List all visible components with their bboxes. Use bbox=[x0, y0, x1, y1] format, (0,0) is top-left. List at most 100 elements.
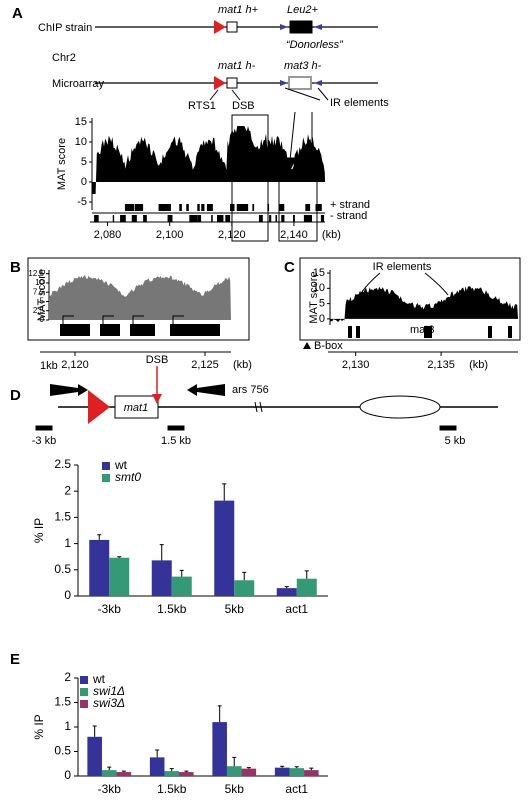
strand-feature bbox=[307, 215, 312, 222]
x-unit: (kb) bbox=[233, 359, 252, 371]
ir-label: IR elements bbox=[373, 261, 432, 273]
x-tick-label: 5kb bbox=[225, 602, 245, 616]
strand-feature bbox=[130, 204, 134, 211]
bar bbox=[296, 578, 317, 596]
gene-block bbox=[356, 326, 360, 338]
legend-swatch bbox=[102, 462, 110, 470]
strand-feature bbox=[164, 204, 170, 211]
x-unit: (kb) bbox=[469, 359, 488, 371]
error-bar bbox=[97, 534, 102, 540]
scale-bar-label: 1kb bbox=[40, 360, 58, 372]
y-tick-label: 0.5 bbox=[54, 744, 71, 758]
y-tick-label: 5 bbox=[81, 156, 87, 168]
strand-feature bbox=[139, 204, 144, 211]
y-tick-label: 1.5 bbox=[54, 510, 71, 524]
error-bar bbox=[217, 705, 222, 723]
strand-feature bbox=[143, 215, 147, 222]
strand-feature bbox=[132, 204, 135, 211]
strand-feature bbox=[278, 204, 283, 211]
y-tick-label: 0 bbox=[64, 588, 71, 602]
gene-block bbox=[348, 326, 352, 338]
strand-feature bbox=[267, 204, 270, 211]
panel-c-frame bbox=[299, 257, 521, 341]
strand-feature bbox=[230, 204, 235, 211]
x-tick-label: 2,120 bbox=[61, 359, 89, 371]
error-bar bbox=[309, 767, 314, 771]
bar bbox=[87, 736, 102, 776]
x-tick-label: 2,125 bbox=[191, 359, 219, 371]
strand-feature bbox=[124, 204, 127, 211]
gene-arrow bbox=[132, 315, 144, 324]
ir-pointer bbox=[359, 272, 381, 296]
strand-feature bbox=[220, 215, 223, 222]
strand-feature bbox=[236, 204, 243, 211]
x-tick-label: 2,080 bbox=[94, 229, 122, 241]
legend-label: swi3Δ bbox=[93, 696, 125, 710]
strand-feature bbox=[303, 215, 310, 222]
gene-block bbox=[508, 326, 512, 338]
panel-label: B bbox=[10, 259, 21, 276]
x-tick-label: 2,130 bbox=[342, 359, 370, 371]
y-tick-label: 2 bbox=[64, 670, 71, 684]
x-tick-label: 5kb bbox=[225, 782, 245, 796]
error-bar bbox=[184, 770, 189, 773]
bar bbox=[289, 768, 305, 776]
y-tick-label: 10 bbox=[75, 136, 87, 148]
y-tick-label: 5 bbox=[40, 297, 45, 306]
error-bar bbox=[169, 768, 174, 772]
gene-label: mat3 h- bbox=[284, 60, 322, 72]
ir-label: IR elements bbox=[330, 97, 389, 109]
strand-feature bbox=[197, 204, 200, 211]
strand-feature bbox=[167, 215, 171, 222]
gene-label: mat1 bbox=[124, 402, 148, 414]
bar bbox=[101, 770, 117, 776]
signal-track bbox=[49, 274, 231, 320]
y-axis-label: % IP bbox=[32, 518, 46, 543]
strand-feature bbox=[258, 215, 263, 222]
gene-label: mat1 h- bbox=[218, 60, 256, 72]
gene-block bbox=[60, 324, 90, 336]
strand-feature bbox=[217, 215, 224, 222]
x-tick-label: 2,140 bbox=[280, 229, 308, 241]
ir-pointer bbox=[424, 272, 449, 296]
strand-feature bbox=[134, 204, 141, 211]
strand-feature bbox=[133, 215, 135, 222]
bar bbox=[304, 770, 319, 776]
gene-arrow bbox=[62, 315, 74, 324]
signal-track bbox=[330, 286, 518, 322]
error-bar bbox=[155, 749, 160, 758]
panel-label: D bbox=[10, 387, 21, 404]
panel-d-map bbox=[35, 366, 498, 431]
legend-swatch bbox=[80, 676, 88, 684]
bar bbox=[109, 557, 130, 596]
legend-swatch bbox=[102, 474, 110, 482]
strand-feature bbox=[281, 215, 285, 222]
panel-label: C bbox=[284, 259, 295, 276]
strand-feature bbox=[244, 204, 249, 211]
strand-label: - strand bbox=[330, 210, 367, 222]
site-label: RTS1 bbox=[188, 100, 216, 112]
legend-label: swi1Δ bbox=[93, 684, 125, 698]
site-label: DSB bbox=[146, 354, 169, 366]
y-axis-label: MAT score bbox=[36, 269, 48, 321]
x-tick-label: 2,100 bbox=[156, 229, 184, 241]
strand-feature bbox=[252, 204, 255, 211]
error-bar bbox=[92, 725, 97, 737]
strand-feature bbox=[206, 204, 213, 211]
gene-block bbox=[100, 324, 120, 336]
bar bbox=[171, 576, 192, 596]
x-tick-label: -3kb bbox=[98, 602, 122, 616]
error-bar bbox=[280, 765, 285, 768]
error-bar bbox=[304, 570, 309, 579]
bar bbox=[241, 768, 257, 776]
y-tick-label: 15 bbox=[313, 267, 325, 279]
error-bar bbox=[242, 571, 247, 581]
error-bar bbox=[232, 756, 237, 767]
y-tick-label: 1.5 bbox=[54, 695, 71, 709]
bar bbox=[234, 580, 255, 596]
array-label: Microarray bbox=[52, 78, 104, 90]
y-tick-label: 2.5 bbox=[54, 457, 71, 471]
error-bar bbox=[246, 767, 251, 769]
strand-feature bbox=[197, 215, 202, 222]
